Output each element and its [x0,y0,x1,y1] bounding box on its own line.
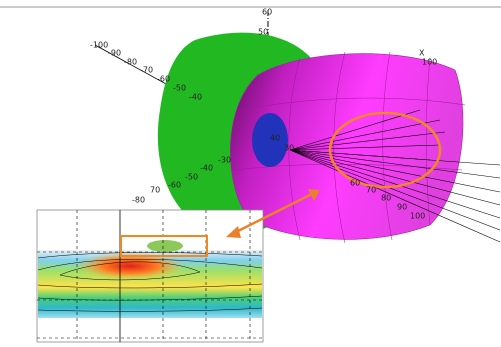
y-label: -90 [108,49,121,58]
z-label: 60 [262,8,272,17]
peak [147,240,183,252]
x-label: 100 [410,212,425,221]
visualization: 60 50 -100 -90 -80 -70 -60 -50 -40 X 100… [0,0,501,347]
y-label: -40 [200,164,213,173]
y-label: -30 [218,156,231,165]
inner-label: 40 [270,134,280,143]
y-label: -80 [132,196,145,205]
inner-label: 30 [284,144,294,153]
y-label: -60 [168,181,181,190]
x-label: 80 [381,194,391,203]
y-label: -70 [140,66,153,75]
y-label: -50 [185,173,198,182]
x-label: X [419,49,425,58]
y-label: 70 [150,186,160,195]
x-label: 100 [422,58,437,67]
y-label: -60 [157,75,170,84]
x-label: 60 [350,179,360,188]
x-label: 90 [397,203,407,212]
z-label: 50 [258,28,268,37]
y-label: -40 [189,93,202,102]
x-label: 70 [366,186,376,195]
y-label: -80 [124,58,137,67]
y-label: -50 [173,84,186,93]
inset-contour-plot [37,210,263,342]
y-label: -100 [90,41,108,50]
